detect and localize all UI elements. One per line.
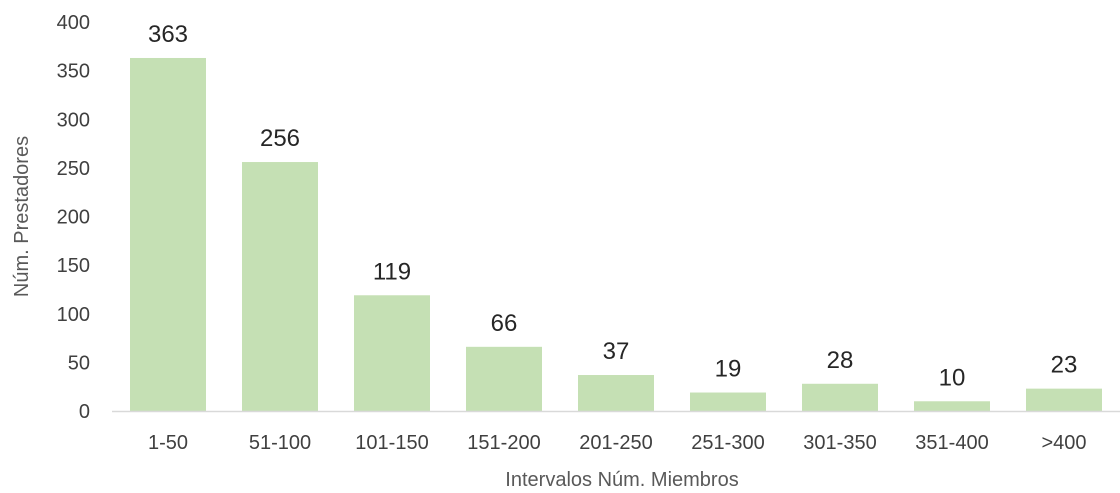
bar [690,392,766,411]
y-tick-label: 50 [68,352,90,374]
x-category-label: 101-150 [355,432,428,454]
bar [466,346,542,411]
data-labels: 363 256 119 66 37 19 28 10 23 [148,21,1077,391]
bar [354,295,430,411]
x-category-label: 51-100 [249,432,311,454]
x-axis-categories: 1-50 51-100 101-150 151-200 201-250 251-300 30… [148,432,1087,454]
bar [802,383,878,411]
bar [578,375,654,411]
x-category-label: 351-400 [915,432,988,454]
y-tick-label: 250 [57,158,90,180]
x-category-label: 151-200 [467,432,540,454]
data-label: 19 [715,356,742,383]
y-axis-ticks: 0 50 100 150 200 250 300 350 400 [57,12,90,423]
data-label: 256 [260,125,300,152]
bar [1026,388,1102,411]
data-label: 363 [148,21,188,48]
data-label: 66 [491,310,518,337]
y-tick-label: 0 [79,401,90,423]
data-label: 119 [373,258,411,285]
data-label: 28 [827,347,854,374]
data-label: 37 [603,338,630,365]
x-axis-title: Intervalos Núm. Miembros [505,469,738,491]
y-tick-label: 400 [57,12,90,34]
x-category-label: >400 [1041,432,1086,454]
bar [130,57,206,412]
x-category-label: 1-50 [148,432,188,454]
y-tick-label: 200 [57,207,90,229]
bar [914,401,990,411]
y-tick-label: 300 [57,109,90,131]
y-tick-label: 100 [57,304,90,326]
bar [242,162,318,411]
bars [130,57,1102,412]
y-axis-title: Núm. Prestadores [11,136,33,297]
y-tick-label: 150 [57,255,90,277]
y-tick-label: 350 [57,61,90,83]
data-label: 23 [1051,352,1078,379]
x-category-label: 301-350 [803,432,876,454]
x-category-label: 201-250 [579,432,652,454]
x-category-label: 251-300 [691,432,764,454]
data-label: 10 [939,364,966,391]
